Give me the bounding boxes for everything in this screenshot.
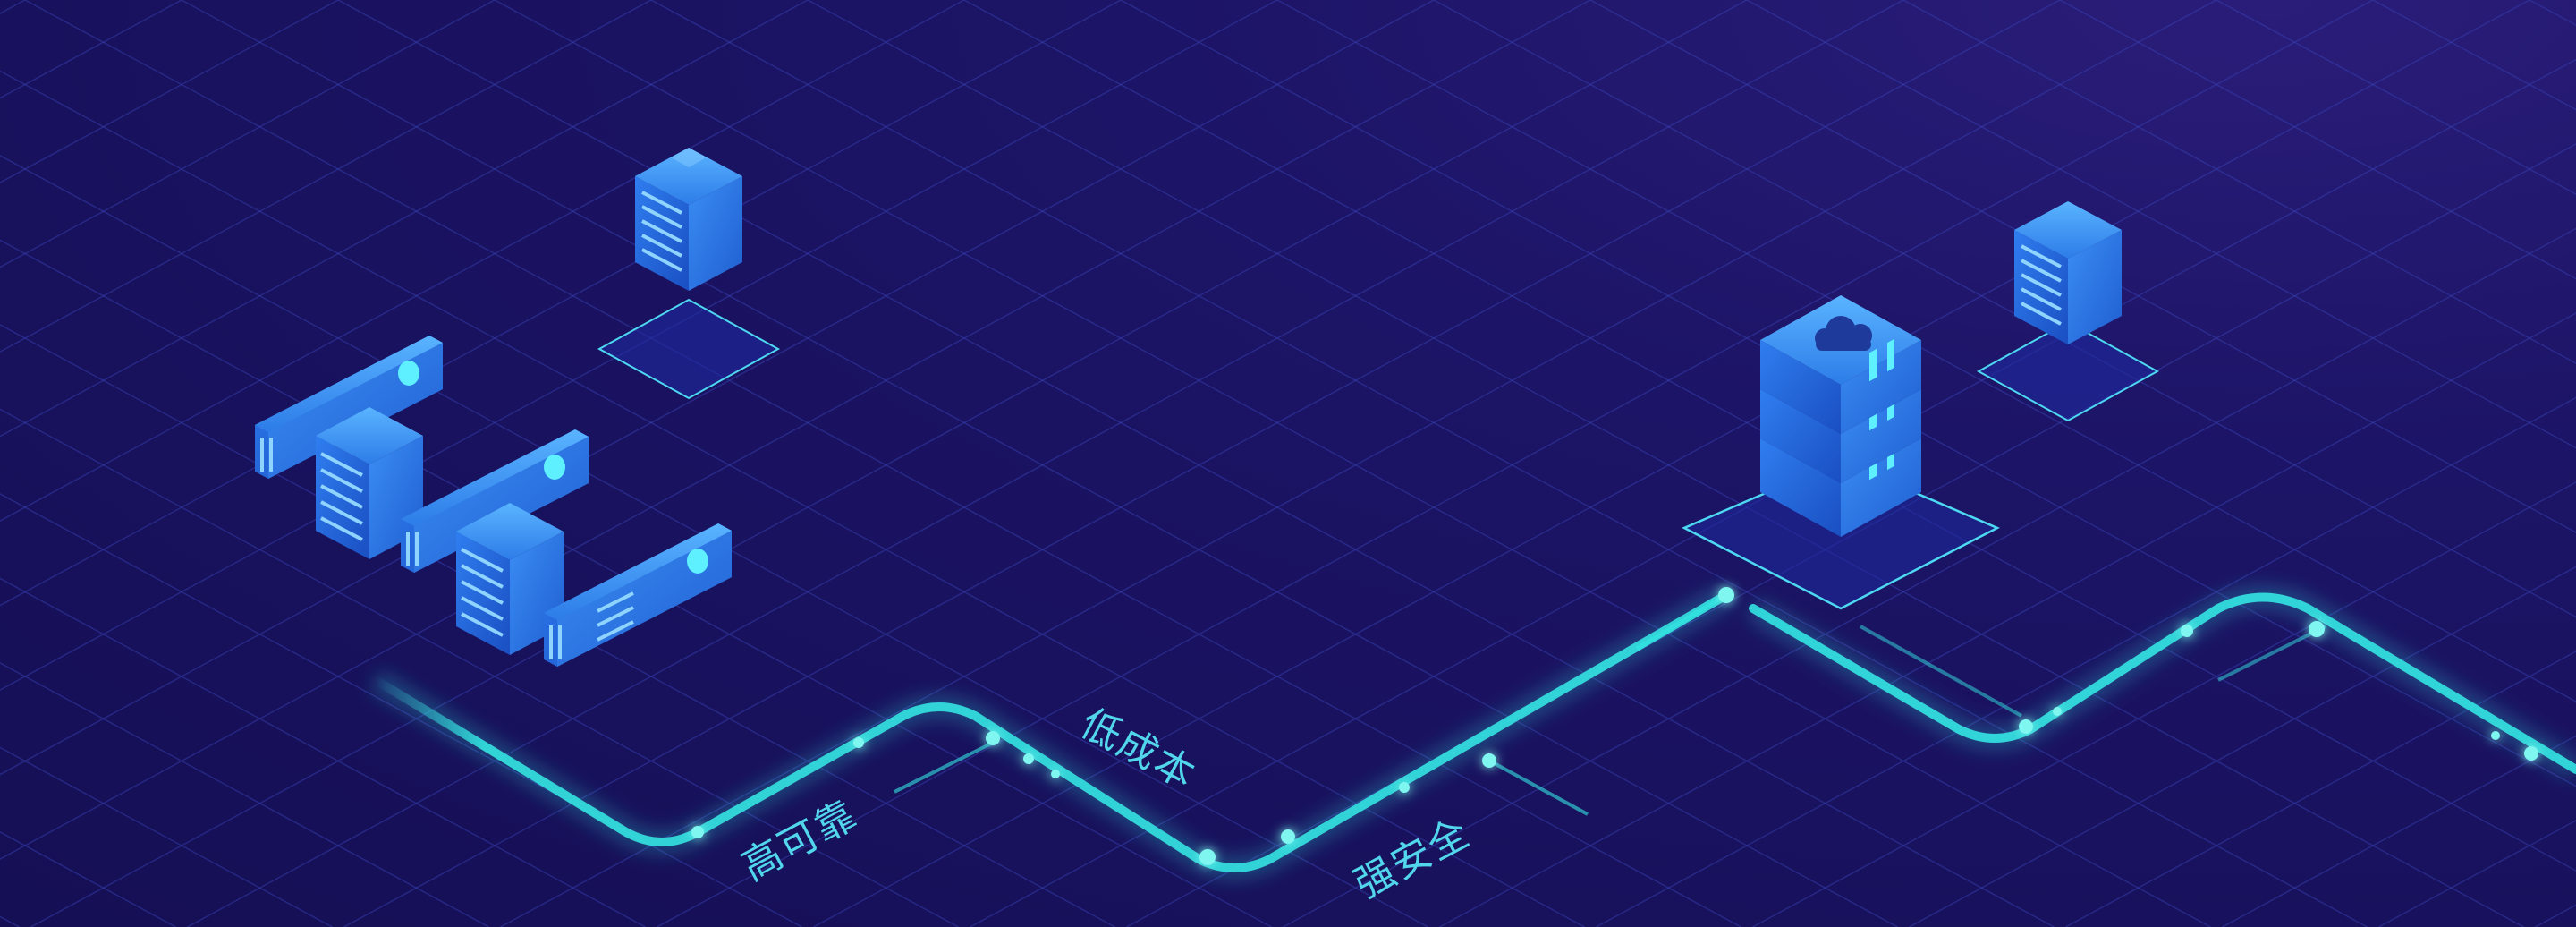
branch-streak [1488, 759, 1589, 816]
path-node [2309, 621, 2325, 637]
grid-line [2216, 0, 2576, 195]
path-line-1 [371, 591, 1731, 872]
grid-line [0, 915, 20, 927]
path-line-2 [1749, 592, 2576, 774]
path-node [2491, 731, 2500, 740]
path-node [1399, 782, 1410, 793]
indicator-light [687, 549, 708, 574]
path-node [986, 731, 1000, 745]
branch-streak [1860, 625, 2022, 718]
path-node [1051, 770, 1060, 778]
cloud-icon [1815, 316, 1872, 351]
grid-line [0, 0, 496, 268]
path-node [2181, 625, 2193, 637]
grid-line [343, 0, 2061, 927]
path-node [1718, 587, 1734, 603]
path-node [2053, 707, 2062, 716]
grid-line [0, 0, 652, 353]
server-unit-long [544, 523, 732, 667]
grid-line [2222, 735, 2576, 927]
grid-line [0, 577, 646, 927]
server-unit-long [255, 336, 443, 479]
grid-line [1276, 0, 2576, 702]
grid-line [0, 0, 1591, 860]
server-cluster-left [255, 336, 732, 667]
network-path [369, 584, 2576, 880]
grid-line [2065, 651, 2576, 927]
grid-line [0, 0, 1435, 776]
label-secure: 强安全 [1347, 810, 1478, 908]
grid-line [24, 0, 1741, 927]
grid-line [0, 746, 333, 927]
grid-line [650, 0, 2368, 927]
path-node [2019, 719, 2033, 734]
cloud-server-stack [1682, 295, 2000, 610]
grid-line [0, 0, 339, 183]
path-node [1482, 753, 1496, 768]
indicator-light [544, 455, 565, 480]
grid-line [337, 0, 2055, 927]
grid-line [2378, 820, 2576, 927]
grid-line [494, 0, 2211, 927]
grid-line [187, 0, 1904, 927]
grid-line [1439, 312, 2576, 927]
grid-line [181, 0, 1898, 927]
grid-line [0, 0, 26, 14]
grid-line [1752, 481, 2576, 927]
grid-line [1283, 227, 2576, 927]
server-pad [597, 298, 781, 400]
grid-line [0, 0, 965, 522]
path-node [691, 826, 704, 838]
server-small-top-right [1976, 201, 2160, 422]
path-node [853, 737, 864, 748]
grid-line [0, 408, 959, 927]
grid-line [1120, 0, 2576, 787]
path-node [1199, 849, 1216, 865]
grid-line [0, 155, 1428, 927]
grid-line [1596, 396, 2576, 927]
grid-line [30, 0, 1748, 927]
server-pad [1976, 320, 2160, 422]
grid-line [2535, 904, 2576, 927]
grid-line [0, 70, 1585, 927]
grid-line [807, 0, 2524, 927]
server-small-top-left [597, 148, 781, 400]
grid-line [2529, 0, 2576, 26]
server-unit-tower [316, 407, 423, 559]
grid-line [1909, 566, 2576, 927]
indicator-light [398, 361, 419, 386]
grid-line [813, 0, 2530, 927]
grid-line [657, 0, 2374, 927]
branch-streak [894, 741, 994, 794]
grid-line [0, 0, 809, 438]
branch-streak [2217, 625, 2326, 682]
grid-line [1746, 0, 2576, 449]
path-node [1023, 753, 1034, 764]
path-node [1281, 829, 1295, 844]
grid-line [1433, 0, 2576, 618]
grid-line [0, 831, 176, 927]
grid-line [1589, 0, 2576, 533]
grid-line [1902, 0, 2576, 364]
branch-streak [1635, 592, 1728, 651]
grid-line [0, 0, 182, 99]
grid-line [2059, 0, 2576, 280]
path-node [2524, 746, 2538, 761]
grid-line [0, 662, 489, 927]
